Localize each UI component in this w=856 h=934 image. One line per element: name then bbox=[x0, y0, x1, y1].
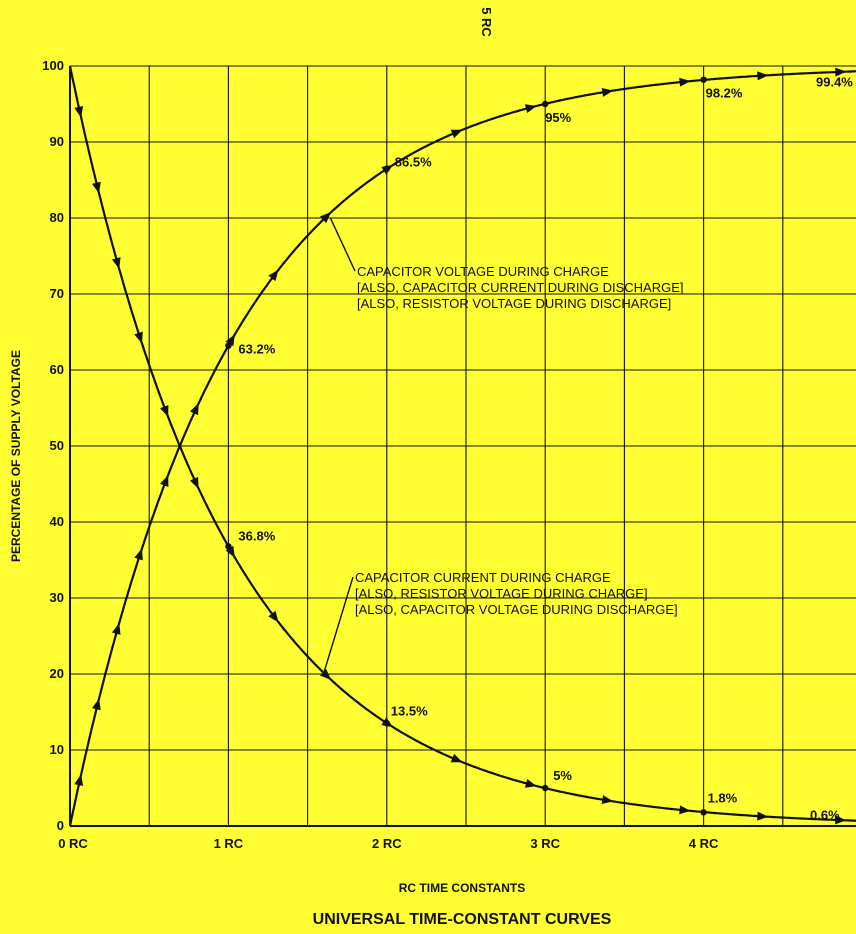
y-tick-label: 70 bbox=[50, 286, 64, 301]
point-labels: 63.2% 86.5% 95% 98.2% 99.4% 36.8% 13.5% 5% 1.8% 0… bbox=[238, 75, 853, 823]
charge-point bbox=[542, 100, 549, 108]
x-tick-label: 3 RC bbox=[530, 836, 560, 851]
y-tick-label: 60 bbox=[50, 362, 64, 377]
y-tick-label: 30 bbox=[50, 590, 64, 605]
discharge-arrow bbox=[450, 753, 463, 763]
y-tick-label: 50 bbox=[50, 438, 64, 453]
charge-arrow bbox=[111, 623, 121, 635]
discharge-arrow bbox=[111, 257, 121, 269]
x-tick-label: 4 RC bbox=[689, 836, 719, 851]
discharge-note-line-2: [ALSO, RESISTOR VOLTAGE DURING CHARGE] bbox=[355, 586, 648, 601]
discharge-arrow bbox=[319, 668, 332, 680]
charge-point bbox=[225, 342, 232, 349]
charge-note-line-3: [ALSO, RESISTOR VOLTAGE DURING DISCHARGE… bbox=[357, 296, 671, 311]
charge-arrow bbox=[601, 87, 614, 97]
discharge-point-label: 1.8% bbox=[708, 790, 738, 805]
y-tick-label: 80 bbox=[50, 210, 64, 225]
charge-point-label: 98.2% bbox=[706, 86, 743, 101]
charge-point-label: 86.5% bbox=[395, 155, 432, 170]
charge-arrow bbox=[160, 475, 169, 487]
charge-point-label: 95% bbox=[545, 110, 571, 125]
charge-note-leader bbox=[329, 218, 356, 272]
y-tick-label: 10 bbox=[50, 742, 64, 757]
charge-point-label: 63.2% bbox=[238, 342, 275, 357]
discharge-note-line-3: [ALSO, CAPACITOR VOLTAGE DURING DISCHARG… bbox=[355, 602, 678, 617]
charge-arrow bbox=[450, 129, 463, 139]
discharge-arrow bbox=[189, 476, 199, 489]
chart-title: UNIVERSAL TIME-CONSTANT CURVES bbox=[313, 911, 612, 928]
charge-arrow bbox=[835, 67, 847, 77]
top-label: 5 RC bbox=[479, 7, 494, 37]
y-tick-label: 20 bbox=[50, 666, 64, 681]
charge-arrow bbox=[74, 774, 84, 787]
y-tick-label: 100 bbox=[42, 58, 64, 73]
discharge-arrow bbox=[92, 181, 101, 194]
discharge-point-label: 0.6% bbox=[810, 807, 840, 822]
discharge-arrow bbox=[835, 815, 847, 825]
discharge-point bbox=[225, 543, 232, 550]
discharge-arrow bbox=[134, 331, 143, 344]
discharge-arrow bbox=[225, 545, 235, 558]
charge-point-label: 99.4% bbox=[816, 75, 853, 90]
x-axis-title: RC TIME CONSTANTS bbox=[399, 881, 525, 895]
discharge-point bbox=[383, 720, 390, 727]
discharge-line bbox=[68, 65, 856, 822]
charge-series bbox=[68, 67, 856, 827]
discharge-point bbox=[700, 809, 707, 816]
charge-arrow bbox=[524, 104, 537, 114]
discharge-arrow bbox=[601, 795, 614, 805]
x-tick-label: 1 RC bbox=[214, 836, 244, 851]
discharge-point-label: 5% bbox=[553, 768, 572, 783]
curves bbox=[68, 65, 856, 827]
charge-note-line-1: CAPACITOR VOLTAGE DURING CHARGE bbox=[357, 264, 609, 279]
charge-note-line-2: [ALSO, CAPACITOR CURRENT DURING DISCHARG… bbox=[357, 280, 684, 295]
discharge-point-label: 13.5% bbox=[391, 703, 428, 718]
discharge-note-line-1: CAPACITOR CURRENT DURING CHARGE bbox=[355, 570, 611, 585]
charge-arrow bbox=[679, 77, 691, 87]
x-tick-label: 2 RC bbox=[372, 836, 402, 851]
charge-line bbox=[68, 70, 856, 827]
discharge-point bbox=[542, 784, 549, 792]
charge-arrow bbox=[319, 212, 332, 224]
grid bbox=[69, 65, 856, 827]
discharge-arrow bbox=[524, 778, 537, 788]
charge-arrow bbox=[225, 334, 235, 347]
discharge-arrow bbox=[268, 610, 279, 623]
y-tick-label: 90 bbox=[50, 134, 64, 149]
charge-arrow bbox=[134, 548, 143, 561]
discharge-point-label: 36.8% bbox=[238, 528, 275, 543]
annotations: CAPACITOR VOLTAGE DURING CHARGE[ALSO, CA… bbox=[323, 218, 684, 672]
charge-arrow bbox=[92, 698, 101, 711]
discharge-arrow bbox=[74, 105, 84, 118]
discharge-arrow bbox=[757, 811, 769, 821]
charge-point bbox=[700, 76, 707, 83]
y-tick-label: 40 bbox=[50, 514, 64, 529]
discharge-series bbox=[68, 65, 856, 825]
charge-arrow bbox=[268, 269, 279, 282]
charge-arrow bbox=[189, 403, 199, 416]
discharge-arrow bbox=[160, 405, 169, 417]
charge-point bbox=[383, 165, 390, 172]
discharge-note-leader bbox=[323, 576, 354, 672]
charge-arrow bbox=[757, 71, 769, 81]
charge-note: CAPACITOR VOLTAGE DURING CHARGE[ALSO, CA… bbox=[329, 218, 684, 311]
discharge-arrow bbox=[679, 805, 691, 815]
y-tick-label: 0 bbox=[57, 818, 64, 833]
x-tick-label: 0 RC bbox=[58, 836, 88, 851]
y-axis-title: PERCENTAGE OF SUPPLY VOLTAGE bbox=[9, 350, 23, 562]
discharge-note: CAPACITOR CURRENT DURING CHARGE[ALSO, RE… bbox=[323, 570, 678, 672]
tick-labels: 0 10 20 30 40 50 60 70 80 90 100 0 RC 1 RC 2 RC 3 RC 4 … bbox=[42, 58, 719, 851]
